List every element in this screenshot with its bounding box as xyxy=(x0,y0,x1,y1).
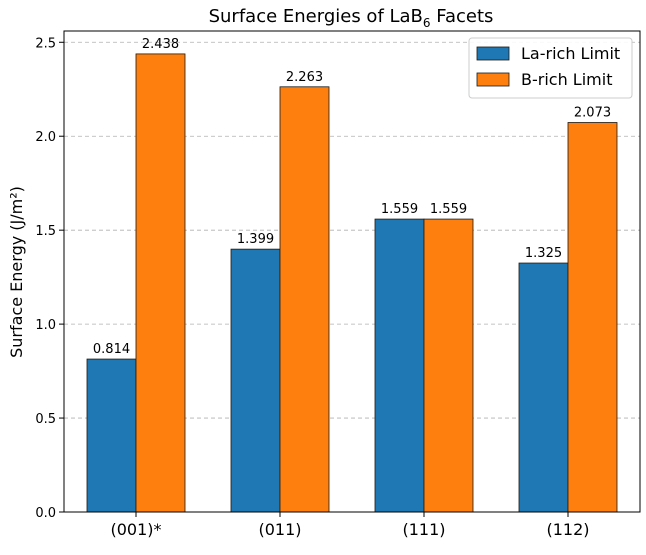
y-axis-label: Surface Energy (J/m²) xyxy=(7,186,26,358)
y-tick-label: 0.5 xyxy=(35,412,56,427)
bar xyxy=(374,218,425,513)
data-labels: 0.814 2.438 1.399 2.263 1.559 1.559 1.325 2.073 xyxy=(93,37,611,357)
bar xyxy=(135,53,186,513)
data-label: 2.073 xyxy=(574,106,611,121)
data-label: 1.399 xyxy=(237,232,274,247)
plot-frame xyxy=(63,30,641,513)
x-tick-label: (111) xyxy=(402,520,445,539)
legend-swatch xyxy=(476,46,510,61)
legend: La-rich Limit B-rich Limit xyxy=(468,37,633,99)
y-tick-label: 1.0 xyxy=(35,318,56,333)
y-tick-label: 1.5 xyxy=(35,224,56,239)
x-tick-label: (112) xyxy=(546,520,589,539)
x-tick-label: (001)* xyxy=(110,520,161,539)
legend-box xyxy=(468,37,633,99)
bars xyxy=(86,53,618,513)
legend-label: La-rich Limit xyxy=(521,44,620,63)
legend-label: B-rich Limit xyxy=(521,70,612,89)
axes: 0.0 0.5 1.0 1.5 2.0 2.5 (001)* (011) (111) (112) xyxy=(35,30,641,539)
y-tick-label: 0.0 xyxy=(35,506,56,521)
y-tick-label: 2.0 xyxy=(35,130,56,145)
x-tick-label: (011) xyxy=(258,520,301,539)
data-label: 1.559 xyxy=(381,202,418,217)
data-label: 1.559 xyxy=(430,202,467,217)
bar xyxy=(423,218,474,513)
bar xyxy=(567,122,618,513)
data-label: 0.814 xyxy=(93,342,130,357)
bar xyxy=(230,248,281,513)
y-tick-label: 2.5 xyxy=(35,36,56,51)
bar xyxy=(86,358,137,513)
bar xyxy=(518,262,569,513)
bar xyxy=(279,86,330,513)
chart-title: Surface Energies of LaB6 Facets xyxy=(209,6,494,30)
data-label: 2.263 xyxy=(286,70,323,85)
data-label: 2.438 xyxy=(142,37,179,52)
data-label: 1.325 xyxy=(525,246,562,261)
legend-swatch xyxy=(476,72,510,87)
